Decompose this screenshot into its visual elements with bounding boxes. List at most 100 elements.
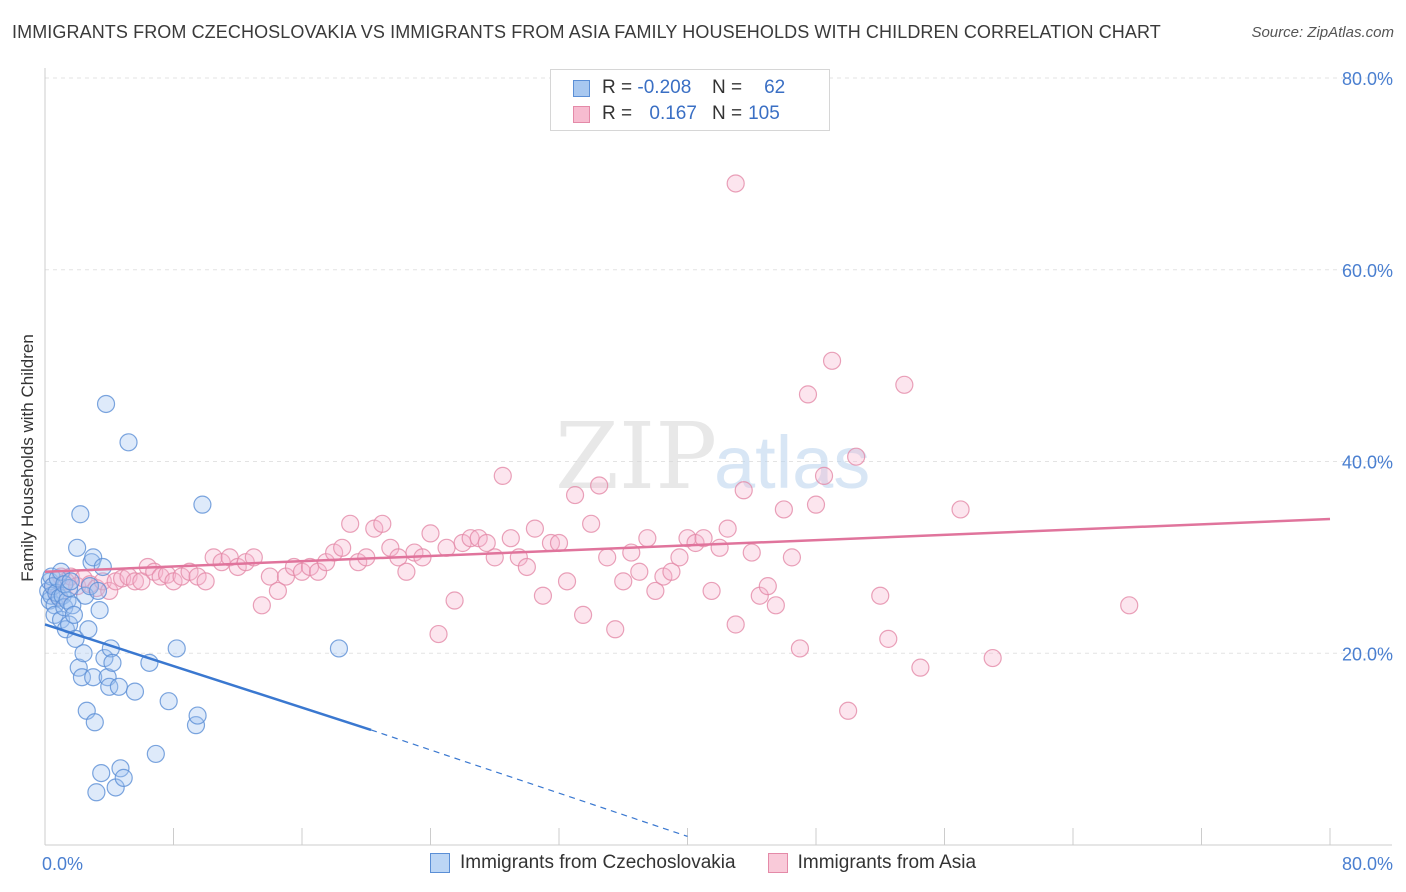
- data-point: [638, 529, 657, 548]
- legend: R = -0.208 N = 62 R = 0.167 N = 105: [550, 69, 830, 131]
- watermark-zip: ZIP: [555, 403, 717, 510]
- legend-n-label: N =: [712, 77, 743, 98]
- data-point: [125, 682, 145, 701]
- bottom-legend-label-asia: Immigrants from Asia: [797, 852, 977, 873]
- legend-r-label: R =: [602, 103, 633, 124]
- data-point: [159, 692, 178, 711]
- data-point: [421, 524, 440, 543]
- data-point: [87, 783, 106, 802]
- data-point: [103, 653, 122, 672]
- data-point: [74, 644, 93, 663]
- data-point: [951, 500, 970, 519]
- bottom-legend-label-czechoslovakia: Immigrants from Czechoslovakia: [460, 852, 736, 873]
- grid-lines: [45, 77, 1392, 654]
- data-point: [477, 533, 496, 553]
- data-point: [333, 538, 352, 557]
- data-point: [397, 562, 416, 581]
- data-point: [726, 174, 745, 193]
- data-point: [839, 701, 858, 720]
- data-point: [84, 668, 103, 687]
- data-point: [758, 577, 777, 596]
- data-point: [485, 548, 504, 567]
- data-point: [814, 466, 834, 485]
- data-point: [718, 519, 737, 538]
- data-point: [93, 557, 112, 577]
- x-tick-label: 80.0%: [1342, 854, 1393, 874]
- data-point: [798, 385, 818, 404]
- legend-r-value: -0.208: [637, 77, 692, 98]
- data-point: [582, 514, 601, 533]
- legend-r-value: 0.167: [649, 103, 697, 124]
- y-tick-label: 60.0%: [1342, 261, 1393, 281]
- axes: [44, 68, 1392, 846]
- data-point: [69, 658, 88, 677]
- data-point: [614, 572, 633, 591]
- legend-row-czechoslovakia: R = -0.208 N = 62: [573, 75, 785, 101]
- data-point: [329, 639, 349, 658]
- data-point: [68, 538, 87, 557]
- legend-swatch-asia: [573, 105, 590, 123]
- data-point: [109, 677, 128, 696]
- data-point: [983, 648, 1002, 668]
- legend-row-asia: R = 0.167 N = 105: [573, 101, 780, 127]
- watermark: ZIP atlas: [555, 403, 870, 510]
- data-point: [84, 548, 103, 567]
- data-point: [64, 605, 84, 625]
- data-point: [92, 763, 111, 783]
- data-point: [341, 514, 360, 533]
- trend-line-asia: [44, 517, 1331, 574]
- data-point: [806, 495, 826, 514]
- data-point: [822, 351, 842, 370]
- data-point: [646, 581, 665, 601]
- data-point: [549, 533, 569, 553]
- legend-n-value: 105: [748, 103, 780, 124]
- data-point: [85, 713, 104, 732]
- data-point: [517, 557, 536, 577]
- data-point: [100, 677, 119, 696]
- data-point: [260, 567, 279, 586]
- data-point: [766, 596, 785, 615]
- data-point: [774, 500, 793, 519]
- y-axis-label: Family Households with Children: [18, 334, 37, 582]
- data-point: [244, 548, 263, 567]
- bottom-legend-swatch-czechoslovakia: [430, 853, 450, 873]
- legend-r-label: R =: [602, 77, 633, 98]
- data-point: [71, 505, 90, 524]
- chart-source: Source: ZipAtlas.com: [1251, 24, 1394, 41]
- data-point: [88, 581, 108, 601]
- data-point: [557, 572, 577, 591]
- data-point: [573, 605, 593, 625]
- data-point: [90, 601, 109, 620]
- data-point: [79, 620, 98, 639]
- data-point: [565, 485, 585, 505]
- data-point: [879, 629, 898, 648]
- data-point: [167, 639, 186, 658]
- data-point: [598, 548, 617, 567]
- data-point: [694, 529, 713, 548]
- data-point: [702, 581, 721, 601]
- data-point: [146, 744, 165, 764]
- data-point: [437, 538, 456, 557]
- data-point: [188, 706, 207, 725]
- y-tick-label: 20.0%: [1342, 644, 1393, 664]
- data-point: [734, 481, 753, 500]
- bottom-legend-czechoslovakia: Immigrants from Czechoslovakia: [430, 852, 736, 874]
- data-point: [1120, 596, 1139, 615]
- data-point: [895, 375, 914, 394]
- data-point: [501, 529, 520, 548]
- data-point: [114, 768, 133, 787]
- data-point: [493, 466, 512, 485]
- data-point: [111, 759, 130, 778]
- data-point: [96, 394, 116, 414]
- data-point: [268, 581, 288, 601]
- y-tick-label: 80.0%: [1342, 69, 1393, 89]
- trend-line-czechoslovakia-extension: [370, 729, 688, 837]
- data-point: [373, 514, 392, 533]
- series-czechoslovakia: [39, 394, 349, 802]
- legend-n-value: 62: [764, 77, 786, 98]
- legend-n-label: N =: [712, 103, 743, 124]
- legend-swatch-czechoslovakia: [573, 79, 590, 97]
- data-point: [590, 476, 609, 495]
- tick-labels: 20.0% 40.0% 60.0% 80.0% 0.0% 80.0%: [42, 69, 1393, 874]
- data-point: [429, 624, 448, 644]
